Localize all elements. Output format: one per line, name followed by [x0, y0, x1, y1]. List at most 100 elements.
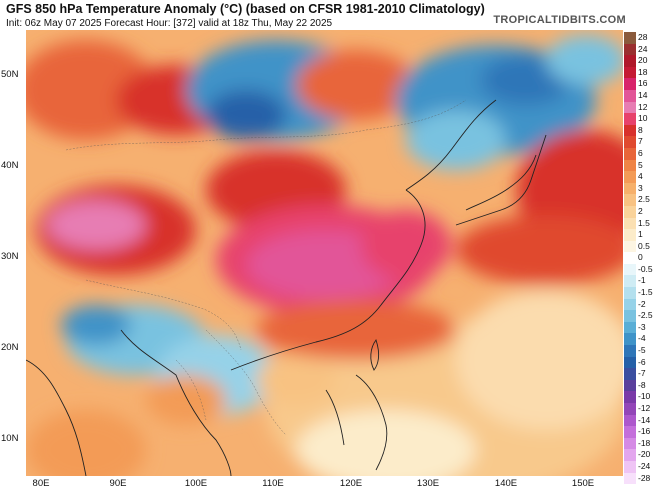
colorbar-cell: [624, 159, 636, 172]
colorbar-label: -10: [638, 391, 651, 402]
colorbar-label: 28: [638, 32, 648, 42]
colorbar-cell: [624, 310, 636, 322]
brand-watermark: TROPICALTIDBITS.COM: [493, 14, 626, 26]
colorbar-label: -18: [638, 437, 651, 448]
colorbar-cell: [624, 136, 636, 148]
map-title: GFS 850 hPa Temperature Anomaly (°C) (ba…: [6, 2, 485, 16]
colorbar-label: -14: [638, 414, 651, 425]
colorbar-cell: [624, 101, 636, 114]
colorbar-label: -16: [638, 426, 651, 437]
colorbar-cell: [624, 321, 636, 334]
colorbar-cell: [624, 403, 636, 415]
colorbar-label: 1.5: [638, 217, 650, 228]
colorbar-label: -1.5: [638, 287, 653, 298]
colorbar-labels: 28 24 20 18 16 14 12 10 8 7 6 5 4 3 2.5 2 1.5 1 0.5 0 -0.5 -1…: [638, 32, 660, 484]
lon-label-90e: 90E: [109, 478, 127, 489]
colorbar-label: -2.5: [638, 310, 653, 321]
colorbar-label: -24: [638, 460, 651, 471]
colorbar-cell: [624, 414, 636, 427]
colorbar-cell: [624, 66, 636, 79]
colorbar-cell: [624, 460, 636, 473]
lon-label-120e: 120E: [339, 478, 363, 489]
lon-label-80e: 80E: [32, 478, 50, 489]
lon-label-100e: 100E: [184, 478, 208, 489]
lon-label-150e: 150E: [571, 478, 595, 489]
colorbar-label: 12: [638, 101, 648, 112]
colorbar-cell: [624, 55, 636, 67]
colorbar-cell: [624, 263, 636, 276]
colorbar-cell: [624, 205, 636, 218]
colorbar-cell: [624, 32, 636, 44]
colorbar-cell: [624, 426, 636, 438]
lon-label-110e: 110E: [262, 478, 284, 489]
colorbar-label: 16: [638, 78, 648, 89]
lon-label-130e: 130E: [416, 478, 440, 489]
colorbar-cell: [624, 78, 636, 90]
colorbar-label: -5: [638, 345, 646, 356]
colorbar-cell: [624, 124, 636, 137]
colorbar-label: 3: [638, 182, 643, 193]
colorbar-cell: [624, 391, 636, 403]
colorbar-label: 4: [638, 171, 643, 182]
colorbar-cell: [624, 437, 636, 450]
colorbar-cell: [624, 287, 636, 299]
colorbar-label: -7: [638, 368, 646, 379]
colorbar-label: -3: [638, 321, 646, 332]
colorbar-label: -28: [638, 472, 651, 483]
colorbar-label: 14: [638, 89, 648, 100]
colorbar-cell: [624, 472, 636, 485]
colorbar-cell: [624, 252, 636, 264]
colorbar-cell: [624, 379, 636, 392]
colorbar-label: 2.5: [638, 194, 650, 205]
forecast-info: Init: 06z May 07 2025 Forecast Hour: [37…: [6, 18, 333, 29]
lat-label-10n: 10N: [1, 433, 19, 444]
coastlines: [26, 99, 547, 476]
colorbar-cell: [624, 449, 636, 461]
colorbar-label: -2: [638, 298, 646, 309]
lat-label-20n: 20N: [1, 342, 19, 353]
colorbar-cell: [624, 194, 636, 206]
colorbar-cell: [624, 89, 636, 102]
anomaly-field: [26, 30, 623, 476]
colorbar-cell: [624, 113, 636, 125]
colorbar-label: -6: [638, 356, 646, 367]
colorbar-label: 2: [638, 205, 643, 216]
colorbar: [624, 32, 636, 485]
colorbar-label: 18: [638, 66, 648, 77]
colorbar-cell: [624, 368, 636, 380]
colorbar-cell: [624, 171, 636, 183]
colorbar-cell: [624, 229, 636, 241]
colorbar-label: 24: [638, 43, 648, 54]
colorbar-label: -4: [638, 333, 646, 344]
anomaly-map: [26, 30, 623, 476]
colorbar-label: -20: [638, 449, 651, 460]
lat-label-50n: 50N: [1, 69, 19, 80]
colorbar-cell: [624, 333, 636, 346]
country-borders: [65, 99, 467, 436]
lat-label-40n: 40N: [1, 160, 19, 171]
colorbar-label: 10: [638, 113, 648, 124]
colorbar-label: -12: [638, 403, 651, 413]
colorbar-label: 7: [638, 136, 643, 147]
colorbar-label: 20: [638, 55, 648, 66]
lon-label-140e: 140E: [494, 478, 518, 489]
colorbar-label: 0.5: [638, 240, 650, 251]
colorbar-cell: [624, 240, 636, 253]
colorbar-cell: [624, 182, 636, 195]
colorbar-label: 8: [638, 124, 643, 135]
colorbar-label: 5: [638, 159, 643, 170]
colorbar-label: 6: [638, 147, 643, 158]
colorbar-label: -0.5: [638, 263, 653, 274]
lat-label-30n: 30N: [1, 251, 19, 262]
colorbar-cell: [624, 298, 636, 311]
colorbar-label: -1: [638, 275, 646, 286]
colorbar-cell: [624, 147, 636, 160]
colorbar-label: 0: [638, 252, 643, 263]
colorbar-cell: [624, 217, 636, 230]
colorbar-cell: [624, 43, 636, 56]
colorbar-cell: [624, 275, 636, 288]
colorbar-cell: [624, 356, 636, 369]
colorbar-label: -8: [638, 379, 646, 390]
colorbar-label: 1: [638, 229, 643, 240]
colorbar-cell: [624, 345, 636, 357]
